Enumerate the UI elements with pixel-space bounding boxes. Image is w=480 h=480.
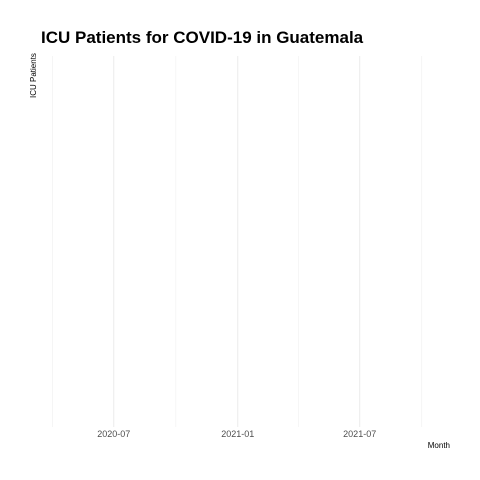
chart-title: ICU Patients for COVID-19 in Guatemala <box>41 28 364 47</box>
x-axis-ticks: 2020-07 2021-01 2021-07 <box>97 429 376 439</box>
x-axis-label: Month <box>428 441 450 450</box>
x-tick-label-3: 2021-07 <box>343 429 376 439</box>
y-axis-label: ICU Patients <box>29 53 38 98</box>
grid <box>52 56 423 427</box>
x-tick-label-1: 2020-07 <box>97 429 130 439</box>
x-tick-label-2: 2021-01 <box>221 429 254 439</box>
